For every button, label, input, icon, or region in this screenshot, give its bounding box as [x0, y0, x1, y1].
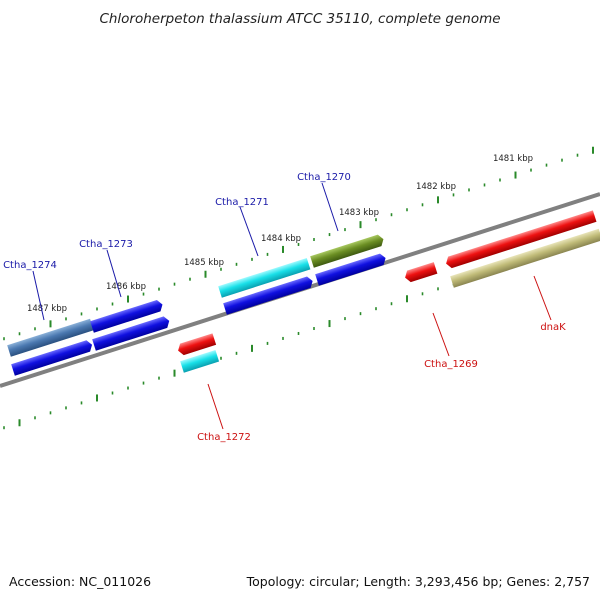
scale-label-1483: 1483 kbp [339, 208, 379, 218]
scale-label-1482: 1482 kbp [416, 182, 456, 192]
gene-ctha-1273-bottom[interactable] [92, 315, 171, 351]
genome-summary-text: Topology: circular; Length: 3,293,456 bp… [246, 574, 590, 589]
gene-label-ctha-1272: Ctha_1272 [197, 432, 251, 443]
gene-ctha-1272-top[interactable] [176, 333, 217, 356]
gene-ctha-1271-top[interactable] [218, 257, 311, 298]
gene-label-ctha-1270: Ctha_1270 [297, 172, 351, 183]
scale-ticks-outer [3, 146, 594, 341]
map-title: Chloroherpeton thalassium ATCC 35110, co… [99, 11, 500, 27]
gene-ctha-1270-bottom[interactable] [315, 252, 387, 286]
connector-ctha-1271 [239, 206, 259, 257]
gene-ctha-1270-top[interactable] [310, 233, 385, 268]
gene-label-ctha-1273: Ctha_1273 [79, 239, 133, 250]
gene-label-ctha-1269: Ctha_1269 [424, 359, 478, 370]
gene-ctha-1272-bottom[interactable] [180, 350, 220, 373]
gene-ctha-1273-top[interactable] [90, 299, 164, 333]
gene-ctha-1274-bottom[interactable] [11, 339, 94, 376]
scale-label-1487: 1487 kbp [27, 304, 67, 314]
connector-ctha-1270 [321, 182, 339, 232]
gene-ctha-1271-bottom[interactable] [223, 275, 314, 315]
gene-dnak-top[interactable] [444, 210, 597, 269]
gene-dnak-bottom[interactable] [450, 228, 600, 288]
connector-ctha-1269 [432, 312, 450, 357]
gene-ctha-1274-top[interactable] [7, 318, 94, 357]
gene-ctha-1269[interactable] [403, 262, 438, 283]
gene-label-ctha-1271: Ctha_1271 [215, 197, 269, 208]
connector-ctha-1272 [207, 383, 224, 430]
gene-label-dnak: dnaK [540, 322, 566, 333]
gene-label-ctha-1274: Ctha_1274 [3, 260, 57, 271]
connector-dnak [533, 275, 552, 321]
connector-ctha-1274 [32, 270, 45, 321]
accession-text: Accession: NC_011026 [9, 574, 151, 589]
scale-label-1481: 1481 kbp [493, 154, 533, 164]
scale-label-1485: 1485 kbp [184, 258, 224, 268]
scale-label-1484: 1484 kbp [261, 234, 301, 244]
connector-ctha-1273 [106, 249, 122, 298]
scale-label-1486: 1486 kbp [106, 282, 146, 292]
